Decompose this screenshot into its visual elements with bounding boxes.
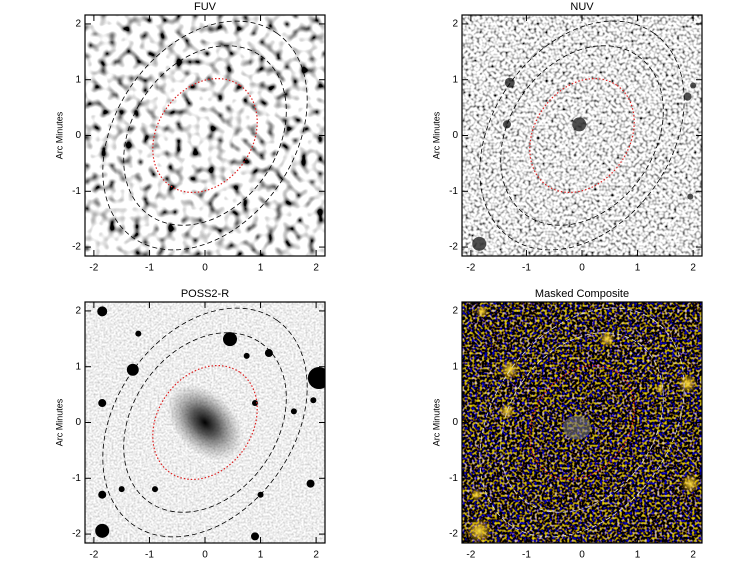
star [466, 518, 493, 543]
x-tick-label: 2 [690, 550, 696, 561]
y-tick-label: 1 [452, 361, 458, 372]
image [85, 15, 325, 256]
source [472, 236, 487, 251]
star [223, 332, 237, 347]
x-tick-label: -1 [522, 263, 531, 274]
source [687, 193, 694, 200]
aperture-inner [152, 364, 258, 481]
source [572, 117, 587, 132]
y-tick-label: -1 [449, 473, 458, 484]
source [503, 120, 511, 129]
x-tick-label: 1 [635, 550, 641, 561]
y-tick-label: -1 [72, 186, 81, 197]
y-tick-label: 2 [75, 19, 81, 30]
star [500, 360, 520, 380]
x-tick-label: -1 [145, 550, 154, 561]
star [290, 408, 297, 415]
x-tick-label: 0 [579, 263, 585, 274]
star [599, 331, 615, 348]
x-tick-label: 1 [258, 263, 264, 274]
panel-title: FUV [194, 1, 217, 13]
star [470, 488, 483, 502]
star [95, 523, 110, 538]
x-tick-label: 0 [579, 550, 585, 561]
star [306, 479, 315, 488]
panel-title: POSS2-R [181, 288, 229, 300]
aperture-outer [102, 20, 308, 251]
y-tick-label: 0 [75, 130, 81, 141]
star [135, 330, 142, 337]
star [252, 400, 258, 407]
x-tick-label: 2 [313, 550, 319, 561]
panel: POSS2-R Arc Minutes -2 -1 0 1 2 -2 -1 0 1 2 [54, 288, 326, 561]
galaxy [166, 384, 244, 461]
star [264, 349, 273, 358]
source [690, 82, 697, 89]
y-tick-label: -2 [72, 529, 81, 540]
y-tick-label: -1 [449, 186, 458, 197]
y-axis-label: Arc Minutes [54, 398, 64, 446]
aperture-outer [102, 307, 308, 538]
aperture-outer [479, 307, 685, 538]
x-tick-label: 0 [202, 550, 208, 561]
image [462, 302, 702, 543]
image-noise [85, 15, 325, 256]
aperture-inner [152, 77, 258, 194]
y-tick-label: 1 [75, 361, 81, 372]
aperture-outer [479, 20, 685, 251]
y-axis-label: Arc Minutes [431, 398, 441, 446]
star [310, 397, 317, 404]
y-axis-label: Arc Minutes [431, 111, 441, 159]
aperture-mid [123, 45, 287, 226]
star [98, 399, 107, 408]
image [462, 15, 702, 256]
y-tick-label: 0 [75, 417, 81, 428]
x-tick-label: 1 [635, 263, 641, 274]
star [118, 486, 125, 493]
star [251, 532, 259, 541]
y-tick-label: 0 [452, 417, 458, 428]
star [677, 374, 698, 394]
galaxy [563, 415, 591, 440]
x-tick-label: 0 [202, 263, 208, 274]
x-tick-label: -2 [466, 550, 475, 561]
y-tick-label: 1 [452, 74, 458, 85]
star [499, 403, 515, 420]
x-tick-label: -2 [466, 263, 475, 274]
source [683, 92, 692, 101]
star [97, 306, 108, 317]
y-tick-label: 1 [75, 74, 81, 85]
panel: Masked Composite Arc Minutes -2 -1 0 1 2 -2 -1 0 1… [431, 288, 703, 561]
x-tick-label: 1 [258, 550, 264, 561]
y-tick-label: 2 [452, 19, 458, 30]
x-tick-label: -2 [89, 550, 98, 561]
star [243, 352, 250, 359]
star [152, 486, 158, 493]
x-tick-label: 2 [313, 263, 319, 274]
x-tick-label: -2 [89, 263, 98, 274]
panel-title: NUV [570, 1, 594, 13]
y-axis-label: Arc Minutes [54, 111, 64, 159]
y-tick-label: -2 [449, 529, 458, 540]
y-tick-label: -2 [449, 242, 458, 253]
star [475, 304, 489, 318]
panel: NUV Arc Minutes -2 -1 0 1 2 -2 -1 0 1 2 [431, 1, 703, 274]
y-tick-label: 0 [452, 130, 458, 141]
y-tick-label: 2 [452, 306, 458, 317]
y-tick-label: -2 [72, 242, 81, 253]
x-tick-label: -1 [522, 550, 531, 561]
y-tick-label: -1 [72, 473, 81, 484]
x-tick-label: 2 [690, 263, 696, 274]
star [307, 367, 325, 390]
y-tick-label: 2 [75, 306, 81, 317]
panel: FUV Arc Minutes -2 -1 0 1 2 -2 -1 0 1 2 [54, 1, 326, 274]
image-noise [462, 15, 702, 256]
aperture-mid [123, 332, 287, 513]
image [85, 302, 325, 543]
star [680, 474, 700, 494]
x-tick-label: -1 [145, 263, 154, 274]
panel-title: Masked Composite [535, 288, 629, 300]
star [98, 490, 107, 499]
